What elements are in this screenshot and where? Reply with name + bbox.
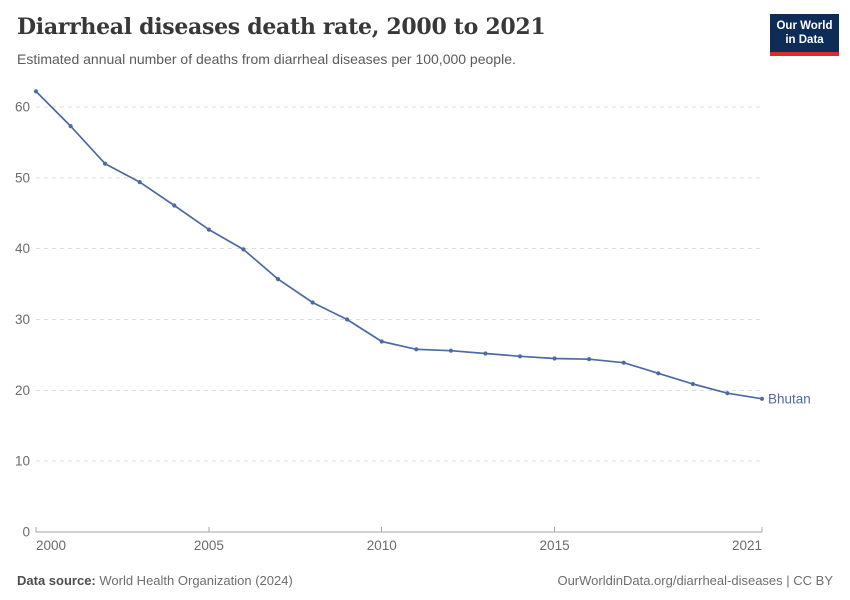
y-tick-label-0: 0 bbox=[22, 525, 30, 540]
x-tick-label-2021: 2021 bbox=[732, 538, 762, 553]
owid-logo-line2: in Data bbox=[785, 34, 824, 47]
data-source: Data source: World Health Organization (… bbox=[17, 573, 293, 588]
data-point-2004[interactable] bbox=[172, 203, 177, 208]
data-point-2011[interactable] bbox=[414, 347, 419, 352]
data-point-2009[interactable] bbox=[345, 317, 350, 322]
data-point-2014[interactable] bbox=[517, 354, 523, 359]
data-point-2013[interactable] bbox=[483, 351, 488, 356]
data-point-2003[interactable] bbox=[137, 180, 142, 185]
y-tick-label-20: 20 bbox=[15, 383, 30, 398]
data-point-2018[interactable] bbox=[656, 371, 661, 376]
y-tick-label-30: 30 bbox=[15, 312, 30, 327]
data-point-2016[interactable] bbox=[587, 357, 592, 362]
data-point-2005[interactable] bbox=[206, 227, 211, 232]
data-point-2007[interactable] bbox=[275, 277, 281, 282]
license-link[interactable]: OurWorldinData.org/diarrheal-diseases | … bbox=[557, 573, 833, 588]
x-tick-label-2005: 2005 bbox=[194, 538, 224, 553]
data-source-text: World Health Organization (2024) bbox=[95, 573, 293, 588]
page-title: Diarrheal diseases death rate, 2000 to 2… bbox=[17, 14, 546, 40]
y-tick-label-50: 50 bbox=[15, 170, 30, 185]
owid-logo-line1: Our World bbox=[776, 20, 833, 32]
x-tick-label-2010: 2010 bbox=[367, 538, 397, 553]
data-source-label: Data source: bbox=[17, 573, 96, 588]
x-tick-label-2015: 2015 bbox=[540, 538, 570, 553]
x-tick-label-2000: 2000 bbox=[36, 538, 66, 553]
data-point-2008[interactable] bbox=[310, 300, 315, 305]
owid-logo[interactable]: Our World in Data bbox=[770, 14, 839, 56]
data-point-2010[interactable] bbox=[379, 339, 384, 344]
data-point-2021[interactable] bbox=[759, 396, 765, 401]
data-point-2019[interactable] bbox=[690, 381, 696, 387]
data-point-2001[interactable] bbox=[68, 124, 73, 129]
y-tick-label-60: 60 bbox=[15, 100, 30, 115]
y-tick-label-10: 10 bbox=[15, 454, 30, 469]
data-point-2012[interactable] bbox=[448, 348, 453, 353]
data-point-2000[interactable] bbox=[33, 89, 39, 94]
data-point-2020[interactable] bbox=[725, 391, 730, 396]
data-point-2015[interactable] bbox=[552, 356, 557, 361]
data-point-2017[interactable] bbox=[621, 360, 626, 365]
y-tick-label-40: 40 bbox=[15, 241, 30, 256]
page-subtitle: Estimated annual number of deaths from d… bbox=[17, 51, 516, 67]
entity-label-bhutan[interactable]: Bhutan bbox=[768, 391, 811, 406]
data-point-2006[interactable] bbox=[241, 247, 246, 252]
data-point-2002[interactable] bbox=[103, 161, 108, 166]
series-line-bhutan[interactable] bbox=[35, 90, 763, 400]
chart-footer: Data source: World Health Organization (… bbox=[17, 573, 833, 588]
